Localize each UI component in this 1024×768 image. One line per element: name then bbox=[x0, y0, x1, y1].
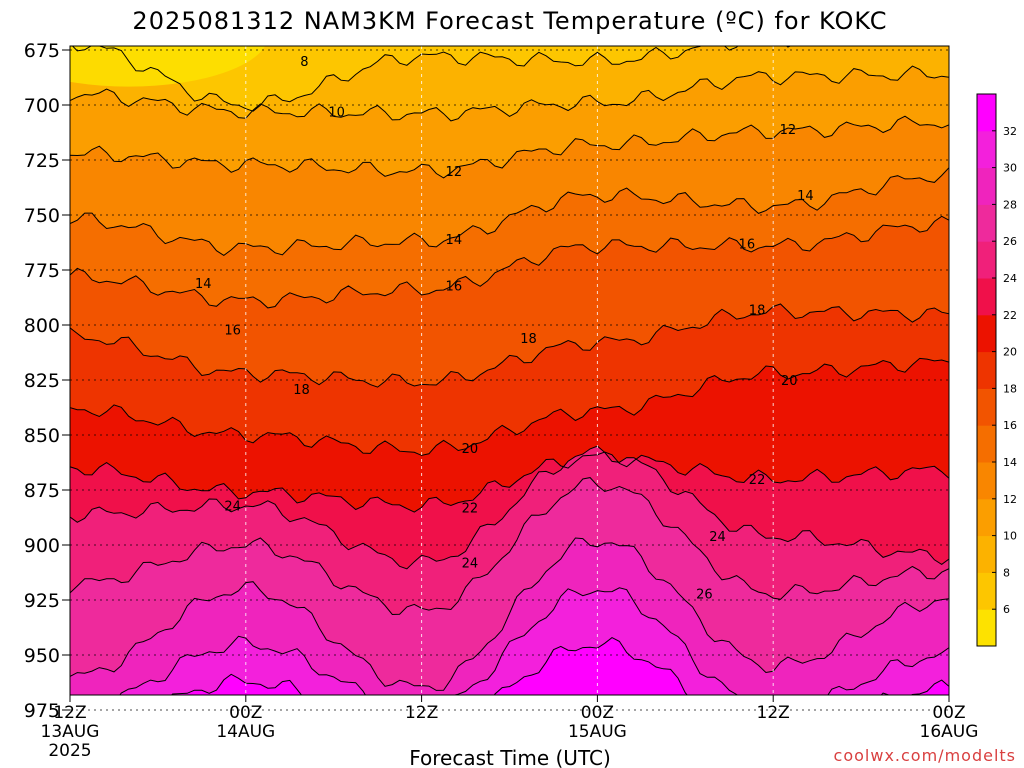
x-tick-label: 00Z bbox=[229, 703, 262, 723]
isotherm-22 bbox=[70, 451, 949, 513]
colorbar-label: 8 bbox=[1003, 566, 1010, 579]
contour-label-16: 16 bbox=[446, 279, 463, 294]
colorbar-label: 16 bbox=[1003, 419, 1017, 432]
colorbar-swatch bbox=[977, 130, 996, 169]
y-tick-label: 875 bbox=[24, 480, 60, 502]
contour-label-12: 12 bbox=[446, 165, 463, 180]
colorbar-label: 18 bbox=[1003, 382, 1017, 395]
y-tick-label: 725 bbox=[24, 150, 60, 172]
isotherm-20 bbox=[70, 357, 949, 456]
contour-label-8: 8 bbox=[300, 55, 308, 70]
colorbar-swatch bbox=[977, 167, 996, 205]
contour-label-20: 20 bbox=[462, 442, 479, 457]
colorbar-label: 12 bbox=[1003, 493, 1017, 506]
colorbar: 6 8 10 12 14 16 18 20 22 24 26 28 30 32 bbox=[976, 93, 1017, 647]
y-tick-label: 900 bbox=[24, 535, 60, 557]
isotherm-10 bbox=[70, 65, 949, 122]
plot-frame bbox=[69, 45, 950, 696]
contour-label-18: 18 bbox=[293, 383, 310, 398]
x-tick-year: 2025 bbox=[48, 741, 91, 761]
colorbar-label: 28 bbox=[1003, 198, 1017, 211]
isotherm-24 bbox=[70, 445, 949, 570]
isotherm-32 bbox=[171, 637, 949, 695]
x-tick-label: 12Z bbox=[405, 703, 438, 723]
isotherm-18 bbox=[70, 303, 949, 388]
y-tick-label: 775 bbox=[24, 260, 60, 282]
colorbar-swatch bbox=[977, 278, 996, 316]
x-tick-date: 13AUG bbox=[41, 722, 100, 742]
y-tick-label: 675 bbox=[24, 40, 60, 62]
contour-label-22: 22 bbox=[462, 502, 479, 517]
y-tick-label: 800 bbox=[24, 315, 60, 337]
contour-label-24: 24 bbox=[462, 557, 479, 572]
y-tick-label: 750 bbox=[24, 205, 60, 227]
x-axis-label: Forecast Time (UTC) bbox=[409, 746, 611, 768]
isotherm-30 bbox=[119, 587, 949, 695]
chart-title: 2025081312 NAM3KM Forecast Temperature (… bbox=[132, 7, 887, 35]
colorbar-label: 22 bbox=[1003, 309, 1017, 322]
colorbar-swatch bbox=[977, 388, 996, 426]
colorbar-label: 10 bbox=[1003, 530, 1017, 543]
contour-label-16: 16 bbox=[224, 323, 241, 338]
colorbar-swatch bbox=[977, 498, 996, 537]
colorbar-label: 20 bbox=[1003, 346, 1017, 359]
contour-label-22: 22 bbox=[749, 473, 766, 488]
x-tick-label: 12Z bbox=[757, 703, 790, 723]
colorbar-label: 14 bbox=[1003, 456, 1017, 469]
contour-label-18: 18 bbox=[749, 304, 766, 319]
contour-label-12: 12 bbox=[780, 123, 797, 138]
colorbar-swatch bbox=[977, 609, 996, 647]
colorbar-swatch bbox=[977, 462, 996, 500]
x-tick-date: 14AUG bbox=[216, 722, 275, 742]
contour-label-14: 14 bbox=[797, 189, 814, 204]
colorbar-frame bbox=[976, 93, 997, 647]
fill-band-above-32 bbox=[171, 637, 949, 695]
contour-label-16: 16 bbox=[739, 238, 756, 253]
colorbar-swatch bbox=[977, 204, 996, 242]
y-tick-label: 700 bbox=[24, 95, 60, 117]
colorbar-swatch bbox=[977, 572, 996, 610]
contour-label-14: 14 bbox=[446, 233, 463, 248]
contour-label-24: 24 bbox=[224, 499, 241, 514]
isotherm-16 bbox=[70, 215, 949, 309]
contour-label-20: 20 bbox=[781, 374, 798, 389]
contour-label-14: 14 bbox=[195, 277, 212, 292]
x-tick-label: 12Z bbox=[53, 703, 86, 723]
isotherm-26 bbox=[70, 477, 949, 616]
contour-label-26: 26 bbox=[696, 587, 713, 602]
x-tick-label: 00Z bbox=[932, 703, 965, 723]
colorbar-label: 26 bbox=[1003, 235, 1017, 248]
colorbar-swatch bbox=[977, 314, 996, 353]
colorbar-swatch bbox=[977, 351, 996, 389]
colorbar-swatch bbox=[977, 535, 996, 573]
y-tick-label: 825 bbox=[24, 370, 60, 392]
y-tick-label: 975 bbox=[24, 700, 60, 722]
colorbar-label: 24 bbox=[1003, 272, 1017, 285]
y-tick-label: 850 bbox=[24, 425, 60, 447]
isotherm-8 bbox=[71, 46, 792, 112]
colorbar-label: 30 bbox=[1003, 162, 1017, 175]
colorbar-swatch bbox=[977, 241, 996, 279]
y-tick-label: 925 bbox=[24, 590, 60, 612]
credit-link[interactable]: coolwx.com/modelts bbox=[834, 746, 1016, 765]
temperature-fill-bands bbox=[70, 46, 949, 695]
y-axis: 675 700 725 750 775 800 825 850 875 900 925 950 975 bbox=[24, 40, 70, 722]
fill-band-coldest bbox=[70, 46, 266, 87]
isotherm-28 bbox=[70, 537, 949, 691]
colorbar-label: 32 bbox=[1003, 125, 1017, 138]
colorbar-swatch bbox=[977, 94, 996, 132]
colorbar-label: 6 bbox=[1003, 603, 1010, 616]
contour-label-10: 10 bbox=[328, 106, 345, 121]
contour-labels: 8 10 12 12 14 14 14 16 16 16 18 18 18 20 20 22 22 24 24 24 2… bbox=[195, 55, 814, 602]
colorbar-swatch bbox=[977, 425, 996, 463]
fill-band-above-30 bbox=[119, 587, 949, 695]
x-tick-date: 16AUG bbox=[920, 722, 979, 742]
contour-label-24: 24 bbox=[709, 530, 726, 545]
x-tick-date: 15AUG bbox=[568, 722, 627, 742]
x-tick-label: 00Z bbox=[581, 703, 614, 723]
y-tick-label: 950 bbox=[24, 645, 60, 667]
contour-label-18: 18 bbox=[520, 332, 537, 347]
